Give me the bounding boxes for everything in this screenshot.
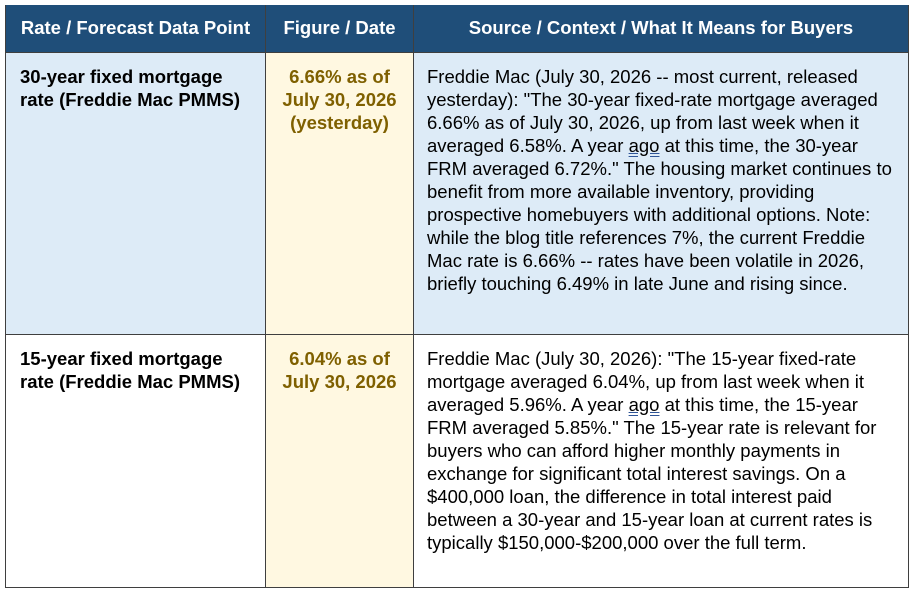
row-figure: 6.66% as of July 30, 2026 (yesterday): [265, 52, 414, 335]
row-context: Freddie Mac (July 30, 2026 -- most curre…: [413, 52, 909, 335]
row-context: Freddie Mac (July 30, 2026): "The 15-yea…: [413, 334, 909, 588]
row-label: 30-year fixed mortgage rate (Freddie Mac…: [5, 52, 266, 335]
header-data-point: Rate / Forecast Data Point: [5, 5, 266, 53]
header-source-context: Source / Context / What It Means for Buy…: [413, 5, 909, 53]
context-text: Freddie Mac (July 30, 2026): "The 15-yea…: [427, 348, 865, 415]
row-figure: 6.04% as of July 30, 2026: [265, 334, 414, 588]
context-text: Freddie Mac (July 30, 2026 -- most curre…: [427, 66, 878, 156]
header-figure-date: Figure / Date: [265, 5, 414, 53]
table-row: 30-year fixed mortgage rate (Freddie Mac…: [5, 52, 909, 335]
context-text: at this time, the 30-year FRM averaged 6…: [427, 135, 892, 294]
table-row: 15-year fixed mortgage rate (Freddie Mac…: [5, 334, 909, 588]
rate-forecast-table: Rate / Forecast Data Point Figure / Date…: [5, 5, 909, 588]
row-label: 15-year fixed mortgage rate (Freddie Mac…: [5, 334, 266, 588]
context-text: at this time, the 15-year FRM averaged 5…: [427, 394, 877, 553]
table-header-row: Rate / Forecast Data Point Figure / Date…: [5, 5, 909, 53]
flagged-word: ago: [628, 394, 660, 415]
flagged-word: ago: [628, 135, 660, 156]
